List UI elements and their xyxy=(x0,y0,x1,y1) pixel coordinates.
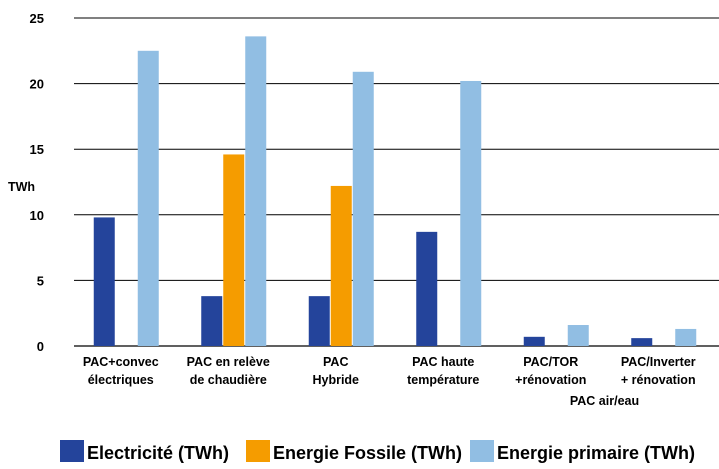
bar xyxy=(330,185,352,346)
bar xyxy=(416,231,438,346)
legend-label: Energie Fossile (TWh) xyxy=(273,443,462,463)
bar xyxy=(93,217,115,346)
x-tick-label: PAC en relève xyxy=(187,355,270,369)
x-tick-label: PAC/Inverter xyxy=(621,355,696,369)
bar xyxy=(352,71,374,347)
y-tick-label: 0 xyxy=(37,339,44,354)
x-tick-label: température xyxy=(407,373,479,387)
legend-label: Energie primaire (TWh) xyxy=(497,443,695,463)
x-tick-label: Hybride xyxy=(312,373,359,387)
legend-swatch xyxy=(246,440,270,462)
x-tick-label: PAC+convec xyxy=(83,355,159,369)
bar xyxy=(223,154,245,346)
y-tick-label: 10 xyxy=(30,208,44,223)
x-tick-label: électriques xyxy=(88,373,154,387)
x-tick-label: PAC haute xyxy=(412,355,474,369)
bar xyxy=(308,296,330,346)
y-axis-label: TWh xyxy=(8,180,35,194)
y-tick-label: 20 xyxy=(30,77,44,92)
bar xyxy=(137,50,159,347)
bar xyxy=(567,325,589,346)
bar xyxy=(245,36,267,346)
x-tick-label: de chaudière xyxy=(190,373,267,387)
bar xyxy=(631,338,653,346)
x-tick-label: PAC/TOR xyxy=(523,355,578,369)
legend-swatch xyxy=(470,440,494,462)
y-tick-label: 15 xyxy=(30,142,44,157)
group-label: PAC air/eau xyxy=(570,394,639,408)
legend-swatch xyxy=(60,440,84,462)
x-tick-label: + rénovation xyxy=(621,373,696,387)
x-tick-label: +rénovation xyxy=(515,373,586,387)
y-tick-label: 5 xyxy=(37,273,44,288)
x-tick-label: PAC xyxy=(323,355,348,369)
bar xyxy=(201,296,223,346)
y-tick-label: 25 xyxy=(30,11,44,26)
bar xyxy=(675,328,697,346)
bar xyxy=(460,80,482,346)
legend-label: Electricité (TWh) xyxy=(87,443,229,463)
bar xyxy=(523,336,545,346)
